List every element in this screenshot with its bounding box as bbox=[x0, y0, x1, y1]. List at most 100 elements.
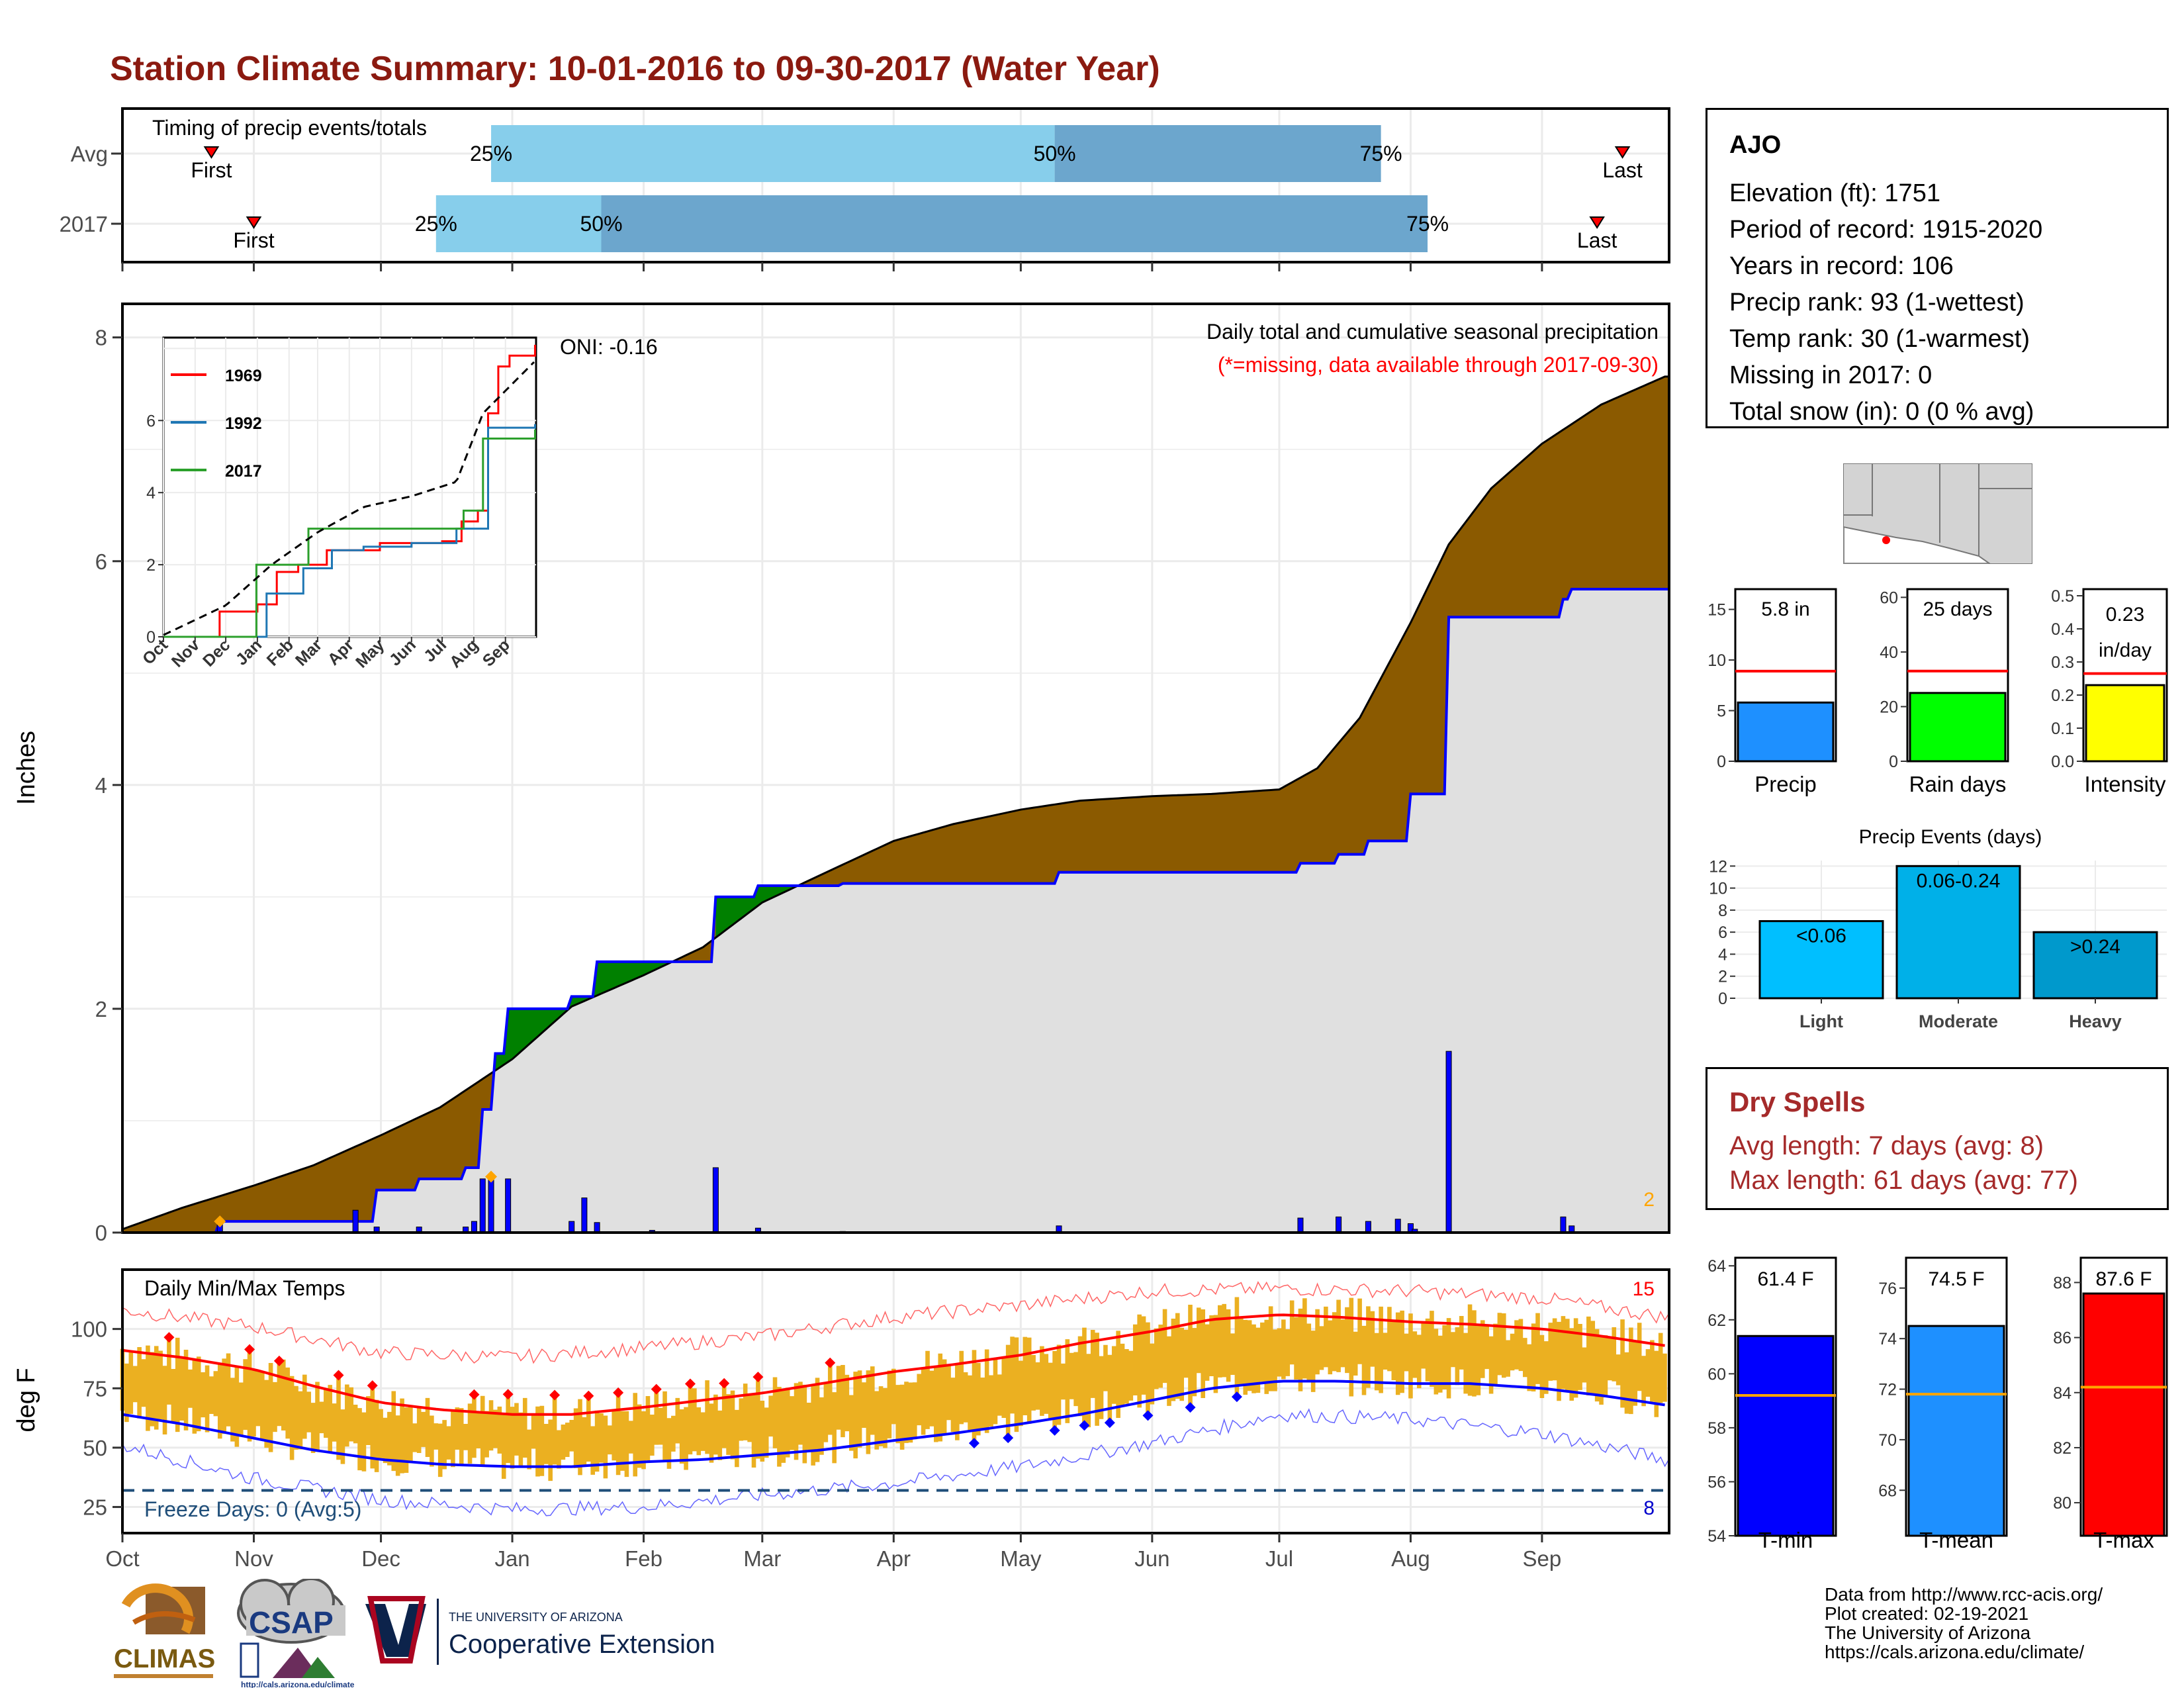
temp-summary-bars: 54 56 58 60 62 64 61.4 F 68 70 72 74 76 74.5 F 80 82 84… bbox=[1707, 1256, 2168, 1549]
timing-bar-q50-q75 bbox=[1054, 125, 1381, 182]
cumulative-2017-line bbox=[122, 588, 1669, 1234]
summary-ytick-label: 0.1 bbox=[2051, 720, 2074, 738]
record-low-marker bbox=[1185, 1402, 1196, 1413]
summary-ytick-label: 0.3 bbox=[2051, 653, 2074, 672]
summary-ytick-label: 40 bbox=[1880, 643, 1898, 662]
inset-average-line bbox=[163, 361, 535, 636]
below-average-area bbox=[122, 376, 1669, 1233]
timing-first-label: First bbox=[191, 158, 232, 182]
credit-line: https://cals.arizona.edu/climate/ bbox=[1825, 1642, 2085, 1662]
events-ytick-label: 8 bbox=[1718, 902, 1727, 920]
summary-value-label: 0.23 bbox=[2106, 604, 2144, 626]
temp-ylabel: deg F bbox=[13, 1368, 40, 1432]
station-name: AJO bbox=[1729, 131, 1782, 159]
timing-q75-label: 75% bbox=[1406, 212, 1449, 236]
temp-summary-ytick-label: 72 bbox=[1878, 1381, 1897, 1399]
timing-frame bbox=[121, 107, 1670, 263]
freeze-days: Freeze Days: 0 (Avg:5) bbox=[144, 1497, 361, 1521]
inset-line-2017 bbox=[163, 429, 536, 638]
events-name-label: Moderate bbox=[1919, 1011, 1998, 1031]
dry-spells-max: Max length: 61 days (avg: 77) bbox=[1729, 1166, 2078, 1195]
legend-2017: 2017 bbox=[225, 462, 262, 481]
record-high-marker bbox=[469, 1389, 480, 1400]
temp-summary-ytick-label: 76 bbox=[1878, 1280, 1897, 1298]
summary-value-label: in/day bbox=[2099, 639, 2152, 661]
summary-ytick-label: 0.5 bbox=[2051, 587, 2074, 606]
inset-ytick-label: 6 bbox=[146, 412, 156, 430]
events-ytick-label: 4 bbox=[1718, 945, 1727, 964]
temp-summary-ytick-label: 54 bbox=[1707, 1527, 1726, 1546]
credit-line: Plot created: 02-19-2021 bbox=[1825, 1603, 2029, 1624]
summary-value-label: 25 days bbox=[1923, 598, 1992, 620]
temp-label: Daily Min/Max Temps bbox=[144, 1276, 345, 1300]
events-bar-label: >0.24 bbox=[2070, 936, 2120, 958]
record-high-marker bbox=[549, 1389, 561, 1401]
temp-summary-ytick-label: 70 bbox=[1878, 1431, 1897, 1450]
inset-ytick-label: 2 bbox=[146, 556, 156, 575]
station-line: Precip rank: 93 (1-wettest) bbox=[1729, 289, 2025, 316]
temp-summary-bar-t-min bbox=[1737, 1335, 1835, 1537]
record-high-marker bbox=[719, 1378, 730, 1389]
temp-frame bbox=[121, 1268, 1670, 1534]
temp-summary-ytick-label: 84 bbox=[2053, 1384, 2071, 1403]
summary-ytick-label: 60 bbox=[1880, 588, 1898, 607]
temp-summary-ytick-label: 58 bbox=[1707, 1419, 1726, 1438]
summary-value-label: 5.8 in bbox=[1761, 598, 1809, 620]
missing-marker bbox=[485, 1170, 498, 1183]
footer-credits: Data from http://www.rcc-acis.org/ Plot … bbox=[1825, 1585, 2103, 1662]
month-label: Aug bbox=[1391, 1546, 1430, 1571]
cumulative-2017-area bbox=[122, 589, 1669, 1233]
temp-summary-value-label: 87.6 F bbox=[2095, 1268, 2152, 1290]
month-label: Apr bbox=[877, 1546, 911, 1571]
timing-q75-label: 75% bbox=[1360, 142, 1402, 165]
record-high-marker bbox=[583, 1390, 594, 1401]
events-ytick-label: 12 bbox=[1709, 857, 1727, 876]
credit-line: The University of Arizona bbox=[1825, 1622, 2031, 1643]
timing-q50-label: 50% bbox=[1034, 142, 1076, 165]
temp-summary-value-label: 61.4 F bbox=[1757, 1268, 1813, 1290]
precip-ytick-label: 2 bbox=[95, 997, 107, 1021]
ua-small-text: THE UNIVERSITY OF ARIZONA bbox=[449, 1611, 623, 1624]
record-high-marker bbox=[367, 1380, 378, 1391]
events-ytick-label: 2 bbox=[1718, 968, 1727, 986]
summary-ytick-label: 20 bbox=[1880, 698, 1898, 716]
average-max-line bbox=[122, 1313, 1665, 1416]
temp-summary-ytick-label: 88 bbox=[2053, 1274, 2071, 1292]
events-bar-heavy bbox=[2032, 931, 2158, 1000]
inset-ytick-label: 4 bbox=[146, 484, 156, 502]
timing-bar-q25-q50 bbox=[491, 125, 1055, 182]
timing-last-label: Last bbox=[1577, 228, 1617, 252]
month-label: Dec bbox=[361, 1546, 400, 1571]
temp-summary-ytick-label: 64 bbox=[1707, 1257, 1726, 1276]
timing-bar-q25-q50 bbox=[435, 195, 602, 252]
summary-ytick-label: 15 bbox=[1707, 601, 1726, 620]
temp-summary-ytick-label: 74 bbox=[1878, 1330, 1897, 1348]
month-label: Jan bbox=[494, 1546, 529, 1571]
summary-ytick-label: 0.2 bbox=[2051, 686, 2074, 705]
record-low-marker bbox=[1142, 1410, 1154, 1421]
climas-logo: CLIMAS bbox=[114, 1583, 215, 1678]
events-ytick-label: 0 bbox=[1718, 990, 1727, 1008]
temp-ytick-label: 25 bbox=[83, 1495, 107, 1520]
record-low-marker bbox=[1049, 1425, 1060, 1436]
station-line: Period of record: 1915-2020 bbox=[1729, 216, 2043, 244]
record-low-marker bbox=[968, 1438, 979, 1449]
month-label: Sep bbox=[1523, 1546, 1562, 1571]
record-high-marker bbox=[752, 1372, 764, 1383]
temp-summary-ytick-label: 82 bbox=[2053, 1439, 2071, 1458]
station-line: Total snow (in): 0 (0 % avg) bbox=[1729, 398, 2034, 426]
record-min-line bbox=[122, 1408, 1670, 1517]
inset-line-1992 bbox=[163, 424, 536, 638]
temp-summary-ytick-label: 80 bbox=[2053, 1494, 2071, 1513]
timing-label: Timing of precip events/totals bbox=[152, 116, 427, 140]
station-line: Missing in 2017: 0 bbox=[1729, 361, 1933, 389]
csap-text: CSAP bbox=[249, 1605, 334, 1640]
temp-summary-name-label: T-min bbox=[1758, 1528, 1813, 1549]
csap-url: http://cals.arizona.edu/climate bbox=[241, 1680, 355, 1688]
station-marker bbox=[1882, 536, 1890, 544]
timing-q25-label: 25% bbox=[415, 212, 457, 236]
summary-name-label: Precip bbox=[1754, 772, 1817, 796]
timing-last-marker bbox=[1589, 216, 1605, 229]
